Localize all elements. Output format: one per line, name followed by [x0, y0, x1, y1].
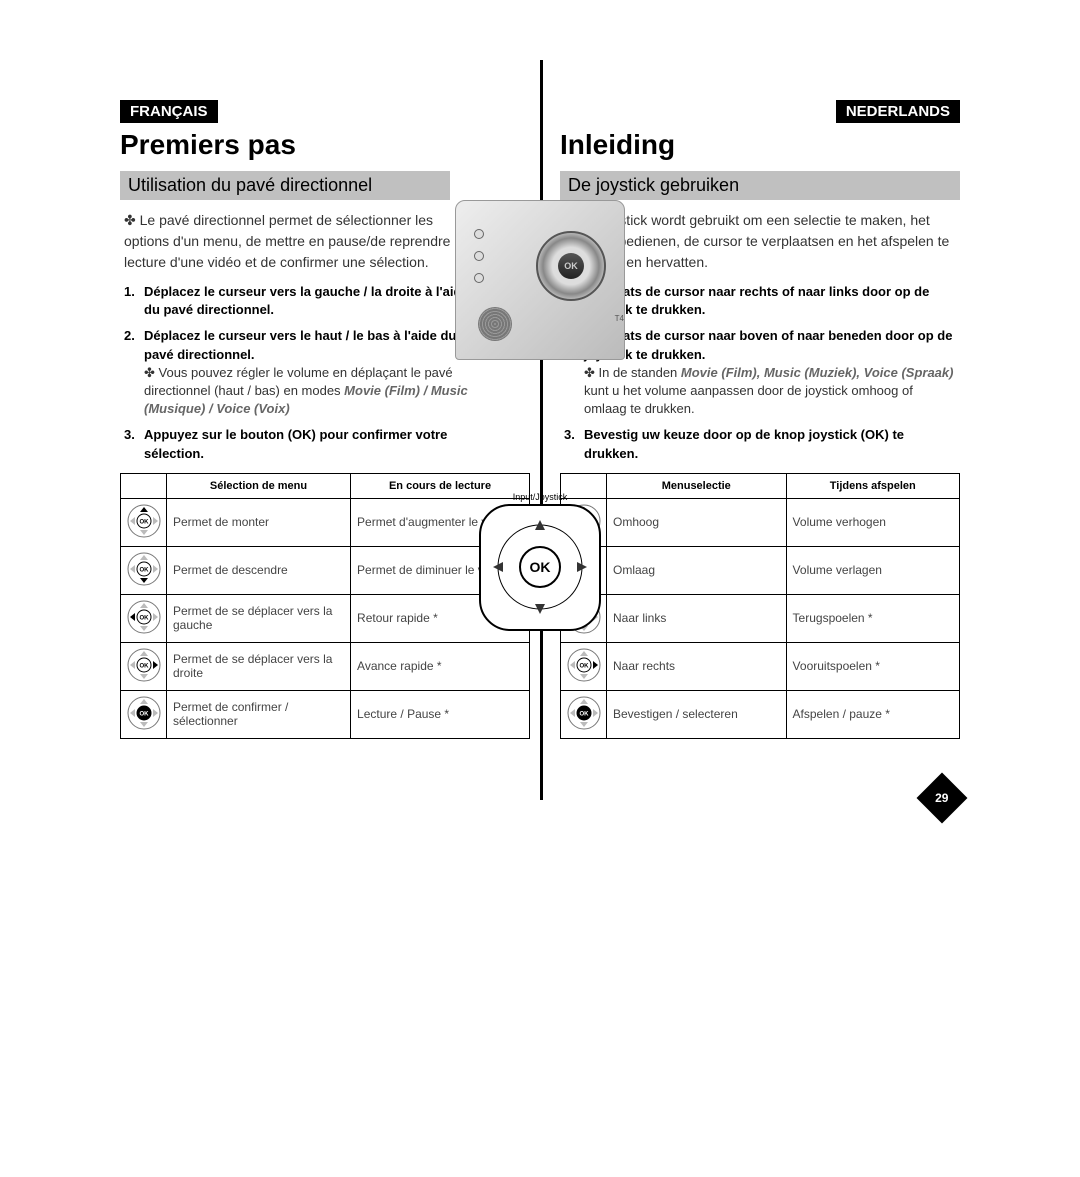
device-dial: OK: [536, 231, 606, 301]
step-text: Verplaats de cursor naar boven of naar b…: [584, 328, 952, 361]
cell-menu: Naar links: [607, 594, 787, 642]
step: Déplacez le curseur vers la gauche / la …: [124, 283, 470, 319]
step-text: Déplacez le curseur vers la gauche / la …: [144, 284, 469, 317]
subtitle-right: De joystick gebruiken: [560, 171, 960, 200]
svg-text:OK: OK: [579, 711, 589, 717]
joystick-right-icon: OK: [121, 642, 167, 690]
table-wrap-left: Sélection de menu En cours de lecture OK…: [120, 473, 530, 739]
cell-playback: Avance rapide *: [351, 642, 530, 690]
device-body: OK T4: [455, 200, 625, 360]
cell-menu: Permet de monter: [167, 498, 351, 546]
table-row: OKOmhoogVolume verhogen: [561, 498, 960, 546]
svg-text:OK: OK: [139, 519, 149, 525]
joystick-ok-icon: OK: [561, 690, 607, 738]
subtitle-left: Utilisation du pavé directionnel: [120, 171, 450, 200]
joystick-ok-icon: OK: [121, 690, 167, 738]
th-play: Tijdens afspelen: [786, 473, 959, 498]
table-wrap-right: Menuselectie Tijdens afspelen OKOmhoogVo…: [560, 473, 960, 739]
title-right: Inleiding: [560, 129, 960, 161]
table-row: OK Bevestigen / selecterenAfspelen / pauz…: [561, 690, 960, 738]
table-row: OK Permet de se déplacer vers la droiteAv…: [121, 642, 530, 690]
joystick-left-icon: OK: [121, 594, 167, 642]
table-row: OK Naar rechtsVooruitspoelen *: [561, 642, 960, 690]
step: Bevestig uw keuze door op de knop joysti…: [564, 426, 956, 462]
note-text: ✤ In de standen: [584, 365, 681, 380]
ok-label: OK: [530, 559, 551, 575]
svg-text:OK: OK: [139, 711, 149, 717]
step-text: Bevestig uw keuze door op de knop joysti…: [584, 427, 904, 460]
cell-playback: Terugspoelen *: [786, 594, 959, 642]
cell-playback: Lecture / Pause *: [351, 690, 530, 738]
title-left: Premiers pas: [120, 129, 530, 161]
svg-text:OK: OK: [139, 615, 149, 621]
joystick-diagram: Input/Joystick OK: [470, 490, 610, 645]
manual-page: FRANÇAIS Premiers pas Utilisation du pav…: [0, 0, 1080, 739]
cell-menu: Permet de confirmer / sélectionner: [167, 690, 351, 738]
th-menu: Menuselectie: [607, 473, 787, 498]
svg-text:OK: OK: [139, 567, 149, 573]
joystick-table-right: Menuselectie Tijdens afspelen OKOmhoogVo…: [560, 473, 960, 739]
step-note: ✤ Vous pouvez régler le volume en déplaç…: [144, 364, 470, 419]
table-row: OKPermet de se déplacer vers la gaucheRe…: [121, 594, 530, 642]
table-row: OKOmlaagVolume verlagen: [561, 546, 960, 594]
device-ok-button: OK: [558, 253, 584, 279]
cell-menu: Bevestigen / selecteren: [607, 690, 787, 738]
device-photo: OK T4: [455, 200, 625, 360]
step-note: ✤ In de standen Movie (Film), Music (Muz…: [584, 364, 956, 419]
cell-menu: Permet de se déplacer vers la droite: [167, 642, 351, 690]
joystick-up-icon: OK: [121, 498, 167, 546]
page-number-badge: 29: [917, 773, 968, 824]
step: Déplacez le curseur vers le haut / le ba…: [124, 327, 470, 418]
cell-playback: Vooruitspoelen *: [786, 642, 959, 690]
th-icon: [121, 473, 167, 498]
step-text: Verplaats de cursor naar rechts of naar …: [584, 284, 929, 317]
svg-text:OK: OK: [579, 663, 589, 669]
step-text: Appuyez sur le bouton (OK) pour confirme…: [144, 427, 447, 460]
cell-menu: Permet de descendre: [167, 546, 351, 594]
cell-playback: Volume verhogen: [786, 498, 959, 546]
step: Appuyez sur le bouton (OK) pour confirme…: [124, 426, 470, 462]
device-button-icon: [474, 251, 484, 261]
device-buttons: [474, 229, 484, 283]
device-button-icon: [474, 273, 484, 283]
joystick-svg: Input/Joystick OK: [470, 490, 610, 640]
table-row: OKPermet de monterPermet d'augmenter le …: [121, 498, 530, 546]
device-button-icon: [474, 229, 484, 239]
cell-playback: Volume verlagen: [786, 546, 959, 594]
joystick-right-icon: OK: [561, 642, 607, 690]
page-number: 29: [935, 791, 948, 805]
joystick-table-left: Sélection de menu En cours de lecture OK…: [120, 473, 530, 739]
cell-playback: Afspelen / pauze *: [786, 690, 959, 738]
cell-menu: Permet de se déplacer vers la gauche: [167, 594, 351, 642]
joystick-down-icon: OK: [121, 546, 167, 594]
diagram-caption: Input/Joystick: [513, 492, 568, 502]
note-italic: Movie (Film), Music (Muziek), Voice (Spr…: [681, 365, 954, 380]
table-row: OK Permet de confirmer / sélectionnerLect…: [121, 690, 530, 738]
language-tag-fr: FRANÇAIS: [120, 100, 218, 123]
th-menu: Sélection de menu: [167, 473, 351, 498]
svg-text:OK: OK: [139, 663, 149, 669]
step-text: Déplacez le curseur vers le haut / le ba…: [144, 328, 456, 361]
note-text: kunt u het volume aanpassen door de joys…: [584, 383, 913, 416]
cell-menu: Omlaag: [607, 546, 787, 594]
cell-menu: Omhoog: [607, 498, 787, 546]
table-row: OKNaar linksTerugspoelen *: [561, 594, 960, 642]
cell-menu: Naar rechts: [607, 642, 787, 690]
device-speaker-icon: [478, 307, 512, 341]
device-label: T4: [615, 314, 624, 323]
language-tag-nl: NEDERLANDS: [836, 100, 960, 123]
table-row: OKPermet de descendrePermet de diminuer …: [121, 546, 530, 594]
